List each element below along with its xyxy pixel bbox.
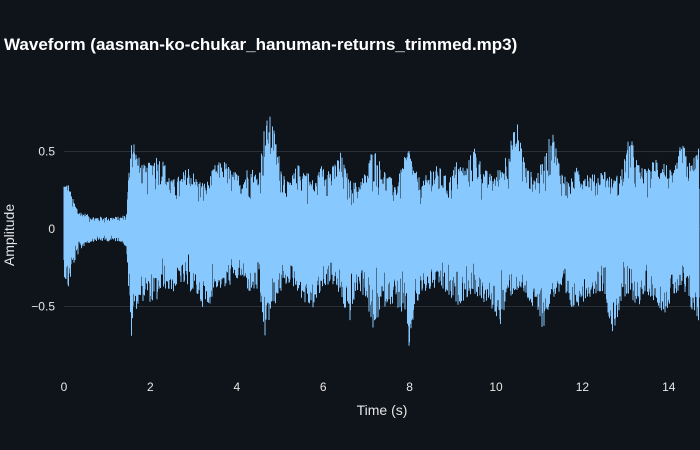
x-axis-title: Time (s) xyxy=(357,402,408,418)
x-tick-label: 6 xyxy=(320,380,327,394)
x-tick-label: 8 xyxy=(406,380,413,394)
y-axis-title: Amplitude xyxy=(1,204,17,266)
x-tick-label: 14 xyxy=(662,380,676,394)
x-tick-label: 4 xyxy=(233,380,240,394)
y-tick-label: 0 xyxy=(48,222,55,236)
waveform-core-band xyxy=(63,189,700,274)
waveform-layer xyxy=(63,116,700,346)
y-tick-label: 0.5 xyxy=(38,145,55,159)
x-tick-label: 2 xyxy=(147,380,154,394)
chart-title: Waveform (aasman-ko-chukar_hanuman-retur… xyxy=(4,35,517,54)
x-tick-labels: 0 2 4 6 8 10 12 14 xyxy=(61,380,676,394)
x-tick-label: 12 xyxy=(576,380,590,394)
y-tick-labels: 0.5 0 −0.5 xyxy=(31,145,55,314)
x-tick-label: 0 xyxy=(61,380,68,394)
x-tick-label: 10 xyxy=(489,380,503,394)
y-tick-label: −0.5 xyxy=(31,300,55,314)
